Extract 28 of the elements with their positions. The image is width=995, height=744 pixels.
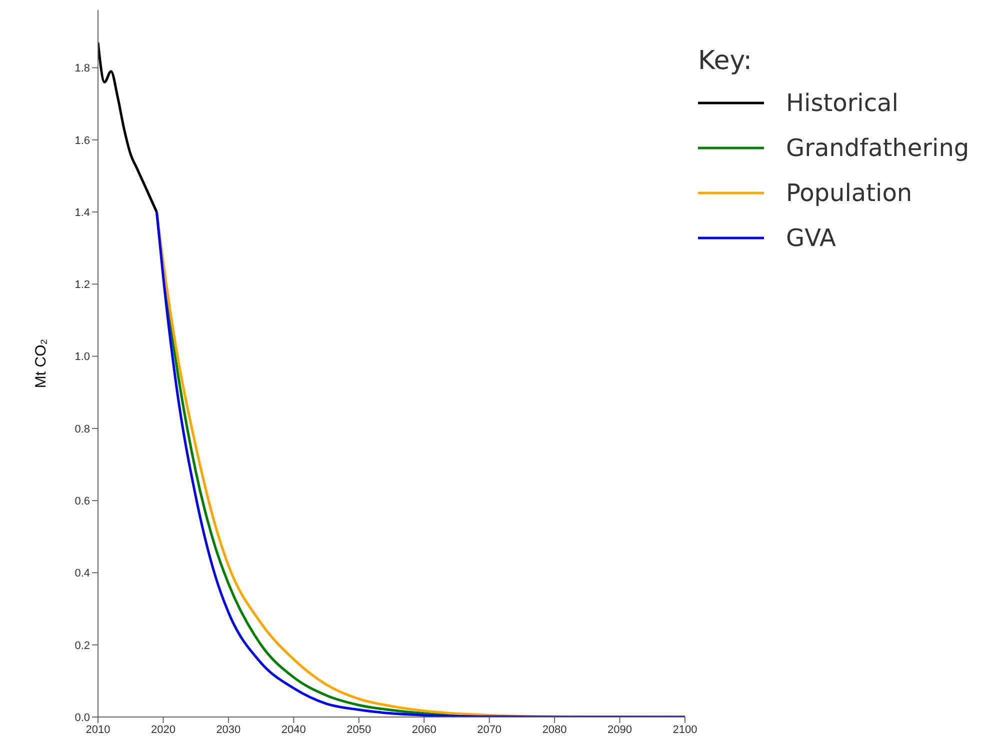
y-tick-label: 1.4 xyxy=(74,206,90,219)
x-tick-label: 2090 xyxy=(608,724,632,736)
legend-label: Historical xyxy=(786,88,898,116)
x-tick-label: 2060 xyxy=(412,724,436,736)
y-tick-label: 1.0 xyxy=(74,351,90,364)
y-tick-label: 0.8 xyxy=(74,423,90,436)
x-tick-label: 2010 xyxy=(86,724,110,736)
y-tick-label: 1.8 xyxy=(74,62,90,75)
x-tick-label: 2080 xyxy=(542,724,567,736)
legend-title: Key: xyxy=(698,46,754,76)
y-axis-title: Mt CO₂ xyxy=(32,338,50,388)
x-tick-label: 2020 xyxy=(150,724,176,736)
legend-label: Population xyxy=(786,178,912,206)
legend-label: Grandfathering xyxy=(786,134,970,162)
y-tick-label: 1.2 xyxy=(74,279,90,292)
x-tick-label: 2070 xyxy=(477,724,502,736)
x-tick-label: 2100 xyxy=(672,724,698,736)
x-tick-label: 2050 xyxy=(346,724,372,736)
y-tick-label: 1.6 xyxy=(74,134,90,147)
line-series xyxy=(155,210,685,717)
line-series xyxy=(98,41,158,214)
y-tick-label: 0.4 xyxy=(74,568,90,580)
legend-label: GVA xyxy=(786,224,836,252)
x-tick-label: 2030 xyxy=(216,724,241,736)
y-tick-label: 0.6 xyxy=(74,495,90,508)
x-tick-label: 2040 xyxy=(281,724,306,736)
y-tick-label: 0.0 xyxy=(74,712,90,724)
y-tick-label: 0.2 xyxy=(74,640,90,652)
